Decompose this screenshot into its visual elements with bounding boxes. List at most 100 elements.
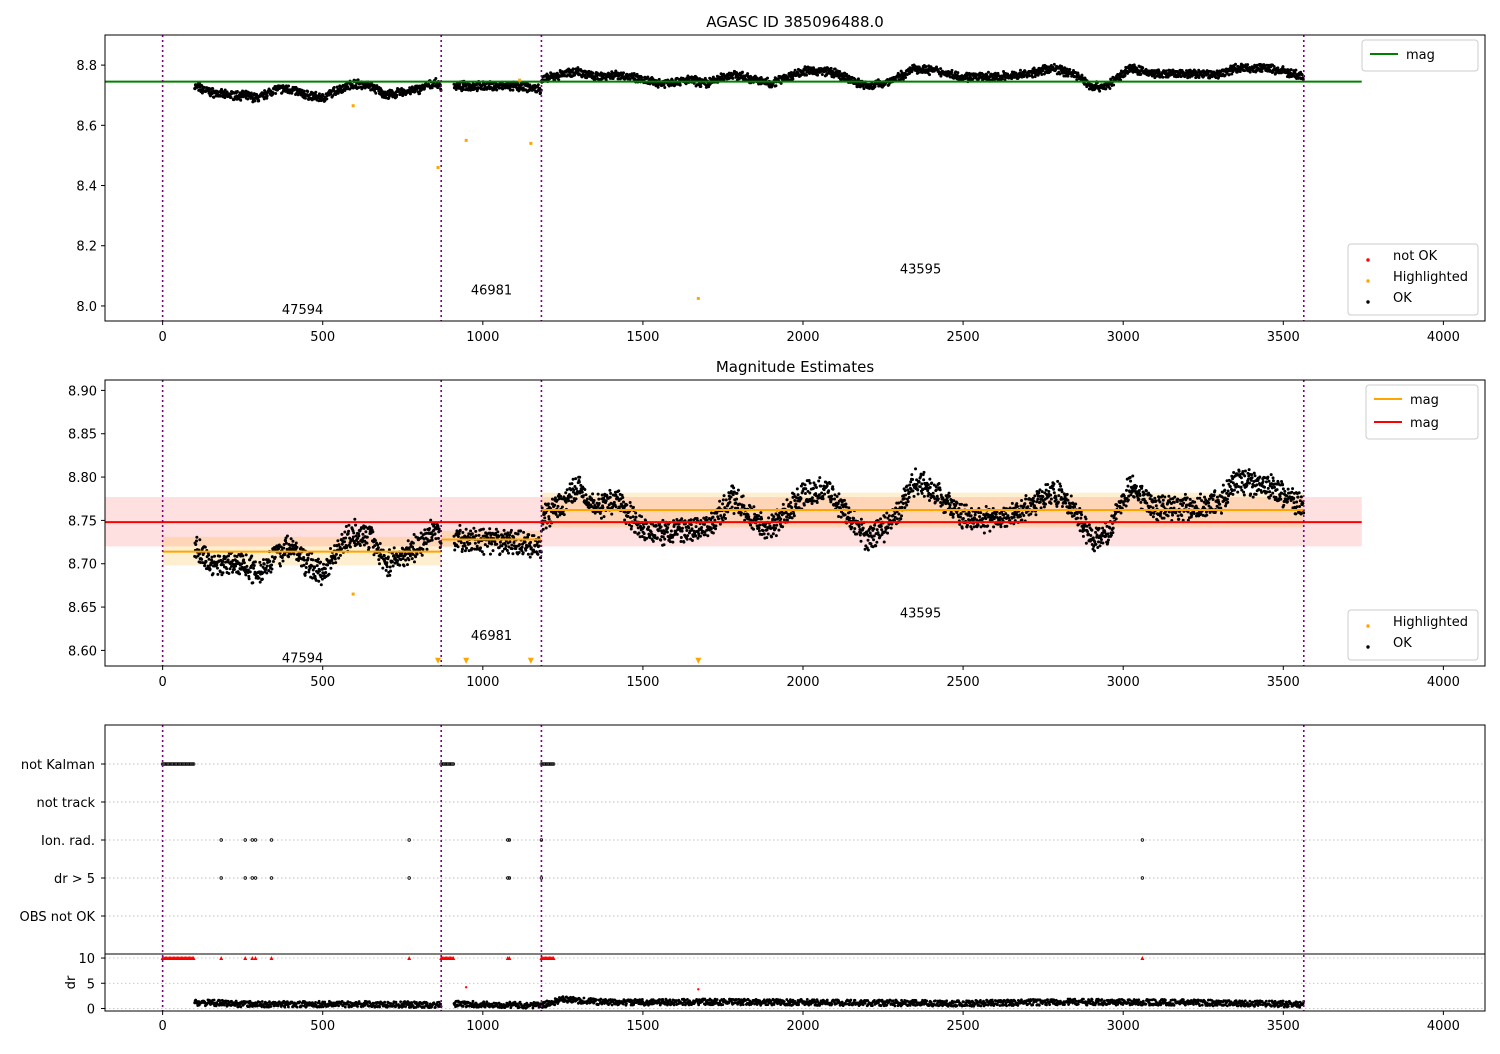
ok-point (642, 523, 645, 526)
ok-point (812, 487, 815, 490)
ok-point (781, 525, 784, 528)
ok-point (615, 505, 618, 508)
ok-point (499, 552, 502, 555)
ok-point (386, 565, 389, 568)
ok-point (805, 74, 808, 77)
ok-point (928, 73, 931, 76)
ok-point (742, 504, 745, 507)
ok-point (313, 565, 316, 568)
ok-point (304, 571, 307, 574)
ok-point (838, 70, 841, 73)
ok-point (657, 529, 660, 532)
ok-point (656, 536, 659, 539)
ok-point (663, 538, 666, 541)
ok-point (816, 501, 819, 504)
ok-point (680, 536, 683, 539)
ok-point (210, 556, 213, 559)
ok-point (376, 544, 379, 547)
ok-point (559, 495, 562, 498)
ok-point (289, 553, 292, 556)
ok-point (829, 482, 832, 485)
ok-point (437, 537, 440, 540)
ok-point (1228, 73, 1231, 76)
ok-point (914, 467, 917, 470)
ok-point (779, 518, 782, 521)
ok-point (508, 533, 511, 536)
legend-point-swatch (1366, 300, 1369, 303)
axes-frame (105, 35, 1485, 321)
y-tick-label: 8.6 (76, 119, 97, 134)
ok-point (634, 531, 637, 534)
ok-point (811, 502, 814, 505)
ok-point (630, 528, 633, 531)
ok-point (867, 549, 870, 552)
ok-point (564, 491, 567, 494)
ok-point (472, 527, 475, 530)
ok-point (413, 560, 416, 563)
ok-point (478, 534, 481, 537)
ok-point (816, 74, 819, 77)
ok-point (354, 524, 357, 527)
ok-point (207, 554, 210, 557)
ok-point (378, 562, 381, 565)
ok-point (852, 517, 855, 520)
ok-point (918, 481, 921, 484)
ok-point (764, 525, 767, 528)
ok-point (575, 497, 578, 500)
ok-point (712, 516, 715, 519)
ok-point (461, 548, 464, 551)
ok-point (905, 504, 908, 507)
ok-point (248, 577, 251, 580)
highlighted-point (518, 79, 521, 82)
ok-point (862, 527, 865, 530)
ok-point (767, 516, 770, 519)
ok-point (874, 85, 877, 88)
ok-point (844, 503, 847, 506)
ok-point (609, 496, 612, 499)
legend-point-swatch (1366, 279, 1369, 282)
ok-point (1040, 73, 1043, 76)
ok-point (364, 530, 367, 533)
ok-point (1108, 87, 1111, 90)
x-tick-label: 500 (310, 330, 335, 345)
ok-point (833, 498, 836, 501)
ok-point (873, 524, 876, 527)
ok-point (911, 478, 914, 481)
ok-point (272, 91, 275, 94)
ok-point (717, 517, 720, 520)
ok-point (772, 532, 775, 535)
x-tick-label: 2500 (947, 330, 980, 345)
ok-point (463, 542, 466, 545)
ok-point (495, 543, 498, 546)
ok-point (474, 542, 477, 545)
ok-point (803, 504, 806, 507)
ok-point (527, 553, 530, 556)
ok-point (307, 557, 310, 560)
ok-point (758, 529, 761, 532)
ok-point (194, 543, 197, 546)
ok-point (548, 518, 551, 521)
y-tick-label: 8.4 (76, 180, 97, 195)
ok-point (921, 492, 924, 495)
ok-point (836, 495, 839, 498)
ok-point (236, 90, 239, 93)
ok-point (1139, 73, 1142, 76)
ok-point (1104, 87, 1107, 90)
ok-point (365, 542, 368, 545)
ok-point (629, 516, 632, 519)
ok-point (368, 546, 371, 549)
ok-point (250, 554, 253, 557)
ok-point (245, 565, 248, 568)
ok-point (511, 547, 514, 550)
ok-point (737, 489, 740, 492)
ok-point (329, 567, 332, 570)
ok-point (274, 92, 277, 95)
ok-point (759, 511, 762, 514)
ok-point (359, 544, 362, 547)
ok-point (652, 540, 655, 543)
obsid-label: 46981 (471, 283, 512, 298)
ok-point (635, 516, 638, 519)
ok-point (244, 573, 247, 576)
ok-point (416, 553, 419, 556)
ok-point (495, 88, 498, 91)
